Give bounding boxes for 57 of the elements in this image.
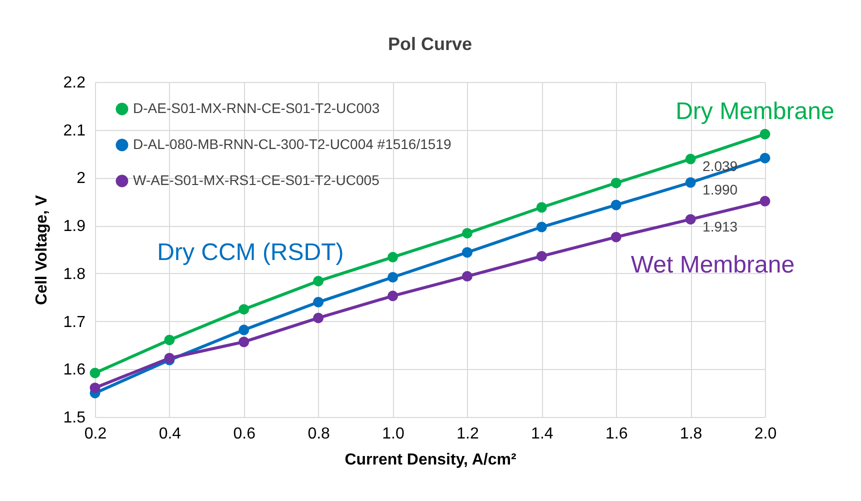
y-tick-label: 1.9	[63, 218, 86, 236]
point	[760, 128, 770, 140]
point	[685, 177, 696, 188]
point	[536, 202, 547, 213]
point	[462, 271, 472, 282]
point	[238, 324, 250, 336]
legend-label: D-AL-080-MB-RNN-CL-300-T2-UC004 #1516/1519	[133, 136, 452, 152]
x-tick-label: 0.6	[233, 426, 256, 442]
y-tick-label: 1.5	[63, 410, 86, 426]
chart-title: Pol Curve	[388, 34, 472, 54]
x-tick-label: 1.2	[456, 426, 479, 442]
point	[313, 312, 324, 324]
point	[388, 272, 398, 282]
y-axis-title: Cell Voltage, V	[33, 194, 50, 305]
x-axis-title: Current Density, A/cm²	[344, 452, 516, 468]
data-label: 1.990	[702, 182, 738, 198]
x-tick-label: 2.0	[754, 426, 777, 442]
x-tick-label: 1.0	[382, 426, 404, 442]
annotation: Dry CCM (RSDT)	[157, 238, 344, 266]
point	[462, 228, 472, 238]
x-tick-label: 1.8	[680, 426, 702, 442]
x-tick-label: 0.8	[308, 426, 330, 442]
point	[462, 247, 472, 258]
point	[610, 232, 622, 242]
data-label: 1.913	[702, 218, 738, 234]
point	[313, 296, 324, 308]
x-tick-label: 0.4	[158, 426, 182, 442]
data-label: 2.039	[702, 158, 738, 174]
legend-label: W-AE-S01-MX-RS1-CE-S01-T2-UC005	[133, 172, 380, 188]
point	[536, 222, 547, 232]
point	[238, 336, 250, 348]
annotation: Dry Membrane	[676, 98, 834, 126]
point	[388, 252, 398, 262]
annotation: Wet Membrane	[630, 252, 795, 279]
y-tick-label: 1.8	[63, 266, 86, 283]
x-tick-label: 0.2	[84, 426, 107, 442]
x-tick-label: 1.6	[605, 426, 628, 442]
y-tick-label: 2	[76, 170, 86, 188]
point	[313, 276, 324, 286]
point	[164, 334, 175, 346]
point	[610, 178, 622, 188]
point	[760, 196, 770, 206]
point	[90, 382, 100, 394]
point	[610, 200, 622, 210]
x-tick-label: 1.4	[531, 426, 554, 442]
y-tick-label: 2.1	[63, 122, 86, 140]
point	[685, 154, 696, 164]
point	[685, 214, 696, 225]
point	[388, 290, 398, 302]
y-tick-label: 2.2	[63, 74, 86, 92]
point	[760, 152, 770, 164]
point	[90, 368, 100, 378]
y-tick-label: 1.7	[63, 314, 86, 331]
y-tick-label: 1.6	[63, 362, 86, 379]
point	[238, 304, 250, 315]
point	[536, 250, 547, 262]
legend-label: D-AE-S01-MX-RNN-CE-S01-T2-UC003	[133, 100, 380, 116]
